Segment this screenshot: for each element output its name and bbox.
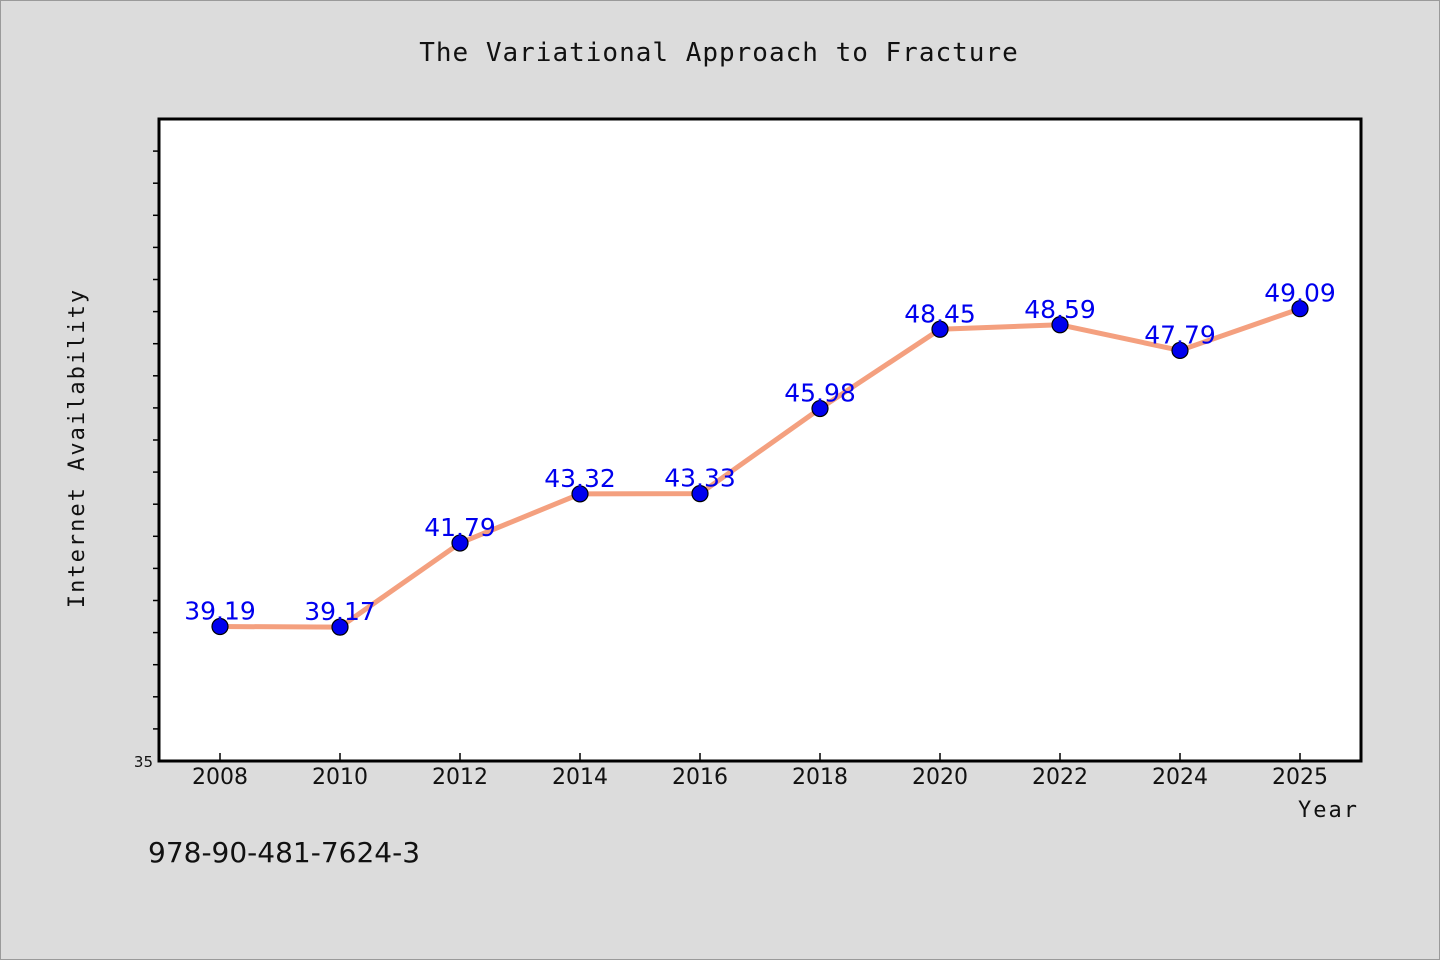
data-point bbox=[331, 618, 349, 636]
y-axis-label: Internet Availability bbox=[65, 288, 90, 608]
x-tick-label: 2014 bbox=[552, 765, 608, 790]
isbn-text: 978-90-481-7624-3 bbox=[148, 836, 420, 869]
x-tick-label: 2022 bbox=[1032, 765, 1088, 790]
data-label: 45.98 bbox=[784, 379, 856, 408]
data-point bbox=[931, 320, 949, 338]
data-point bbox=[1171, 341, 1189, 360]
x-tick-label: 2020 bbox=[912, 765, 968, 790]
data-point bbox=[811, 399, 829, 418]
data-point bbox=[1051, 316, 1069, 334]
data-label: 39.19 bbox=[184, 597, 256, 626]
data-label: 47.79 bbox=[1144, 320, 1216, 349]
data-label: 49.09 bbox=[1264, 279, 1336, 308]
x-axis-label: Year bbox=[1298, 798, 1359, 823]
x-tick-label: 2012 bbox=[432, 765, 488, 790]
series-line bbox=[217, 306, 1303, 630]
data-label: 41.79 bbox=[424, 513, 496, 542]
data-point bbox=[451, 534, 469, 552]
x-tick-label: 2010 bbox=[312, 765, 368, 790]
x-tick-label: 2016 bbox=[672, 765, 728, 790]
plot-area bbox=[157, 117, 1363, 763]
x-tick-label: 2025 bbox=[1272, 765, 1328, 790]
data-point bbox=[691, 485, 709, 503]
data-labels: 39.19 39.17 41.79 43.32 43.33 45.98 48.45 48.59… bbox=[184, 279, 1336, 626]
data-label: 39.17 bbox=[304, 597, 376, 626]
data-label: 48.45 bbox=[904, 299, 976, 328]
data-label: 48.59 bbox=[1024, 295, 1096, 324]
data-markers bbox=[211, 300, 1309, 636]
data-point bbox=[571, 485, 589, 503]
data-label: 43.32 bbox=[544, 464, 616, 493]
data-label: 43.33 bbox=[664, 464, 736, 493]
x-tick-label: 2008 bbox=[192, 765, 248, 790]
x-tick-label: 2018 bbox=[792, 765, 848, 790]
y-tick-label: 35 bbox=[134, 753, 153, 771]
chart-title: The Variational Approach to Fracture bbox=[419, 38, 1019, 68]
x-tick-label: 2024 bbox=[1152, 765, 1208, 790]
x-axis-ticks: 2008 2010 2012 2014 2016 2018 2020 2022 2024 2025 bbox=[192, 753, 1328, 790]
data-point bbox=[1291, 300, 1309, 318]
data-point bbox=[211, 617, 229, 636]
y-axis-ticks: 35 bbox=[134, 150, 159, 771]
